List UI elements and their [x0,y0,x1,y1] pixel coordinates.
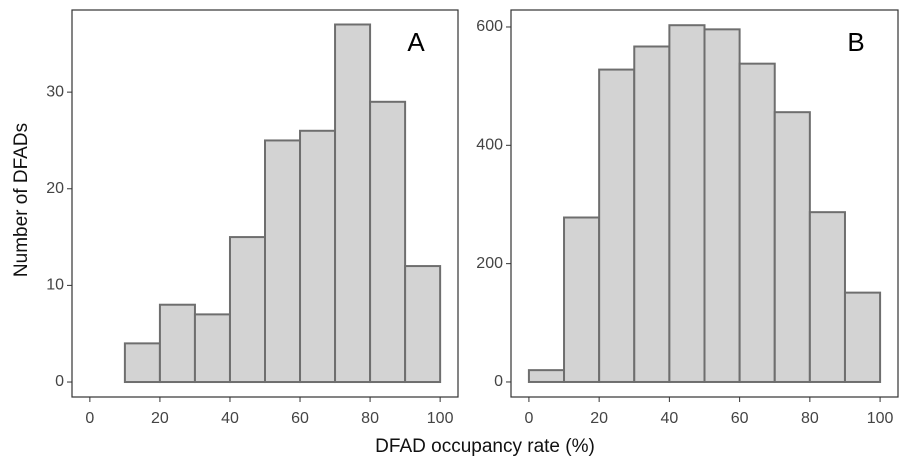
x-tick-label: 100 [427,410,454,427]
x-tick-label: 40 [660,410,678,427]
panel-label: B [847,27,864,57]
y-tick-label: 600 [476,18,503,35]
x-tick-label: 0 [85,410,94,427]
histogram-bar [527,369,566,383]
x-tick-label: 80 [801,410,819,427]
y-tick-label: 30 [46,83,64,100]
histogram-bar [404,265,442,384]
y-tick-label: 200 [476,255,503,272]
histogram-bar [808,211,846,383]
y-tick-label: 10 [46,277,64,294]
histogram-bar [369,100,407,384]
x-tick-label: 20 [590,410,608,427]
x-tick-label: 100 [867,410,894,427]
histogram-bar [843,291,882,383]
y-tick-label: 0 [494,373,503,390]
histogram-bar [563,216,601,383]
y-axis-title: Number of DFADs [11,123,32,277]
x-tick-label: 80 [361,410,379,427]
x-tick-label: 60 [291,410,309,427]
histogram-bar [228,236,266,384]
x-tick-label: 40 [221,410,239,427]
histogram-bar [193,313,231,384]
histogram-bar [123,342,161,384]
panel-label: A [407,27,425,57]
x-tick-label: 60 [731,410,749,427]
y-tick-label: 20 [46,180,64,197]
histogram-bar [773,111,811,383]
histogram-bar [738,62,776,383]
histogram-bar [264,139,302,384]
panel-border [71,9,459,398]
histogram-bar [633,45,671,383]
x-tick-label: 20 [151,410,169,427]
histogram-bar [299,129,337,384]
histogram-bar [158,303,196,384]
y-tick-label: 400 [476,137,503,154]
histogram-bar [668,24,706,383]
panel-border [510,9,899,398]
histogram-bar [598,68,636,383]
x-tick-label: 0 [524,410,533,427]
histogram-bar [334,23,372,384]
y-tick-label: 0 [55,373,64,390]
histogram-bar [703,28,741,383]
x-axis-title: DFAD occupancy rate (%) [375,436,595,457]
